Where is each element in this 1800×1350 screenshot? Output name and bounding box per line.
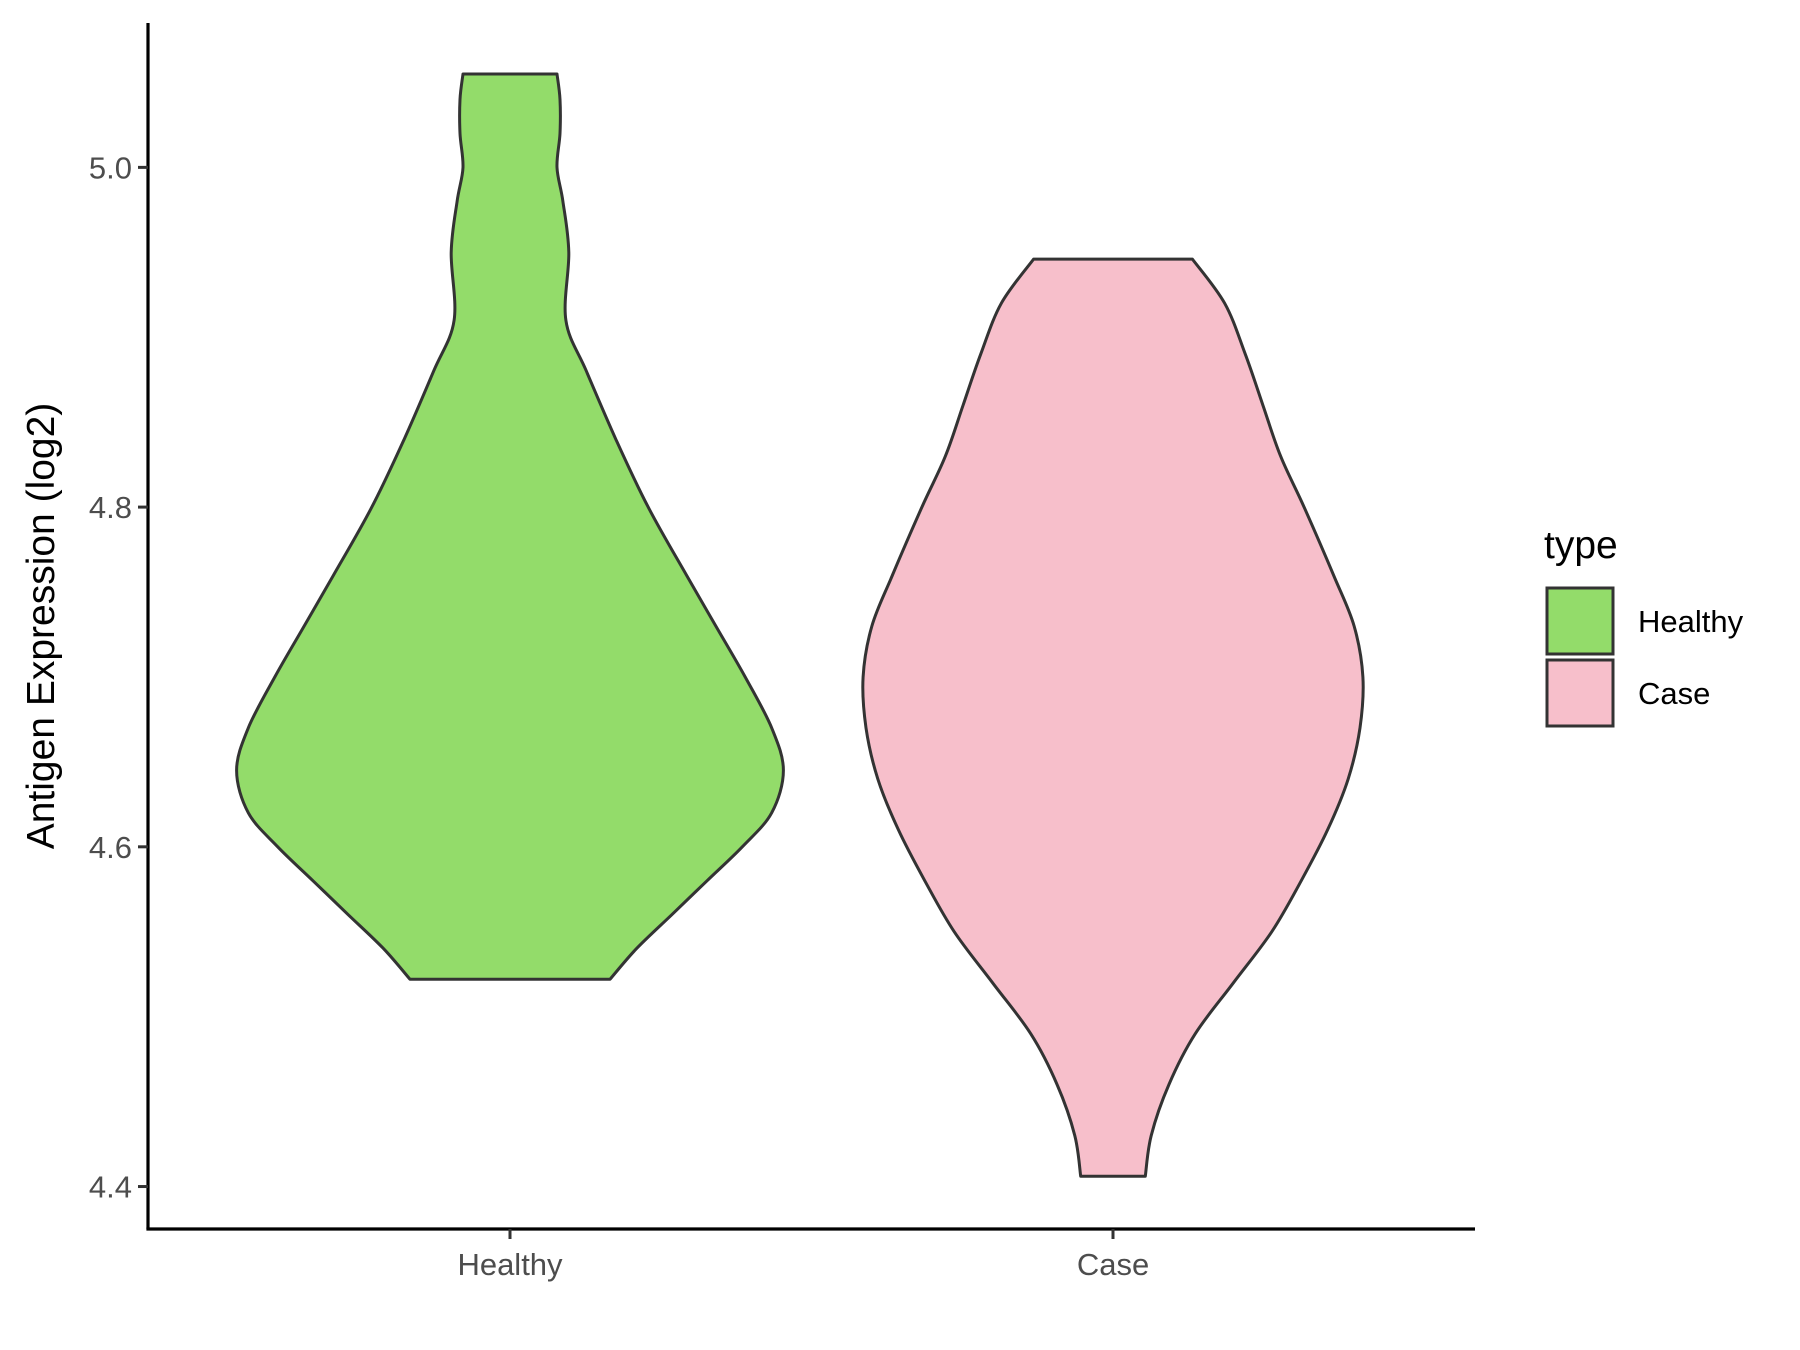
y-axis-ticks: 4.4 4.6 4.8 5.0: [89, 150, 148, 1205]
y-axis-title: Antigen Expression (log2): [20, 403, 63, 850]
violin-healthy: [235, 72, 785, 981]
legend-key-case: [1545, 658, 1615, 728]
violin-layer: [235, 72, 1365, 1178]
y-tick-label: 4.8: [89, 490, 132, 525]
legend-label: Healthy: [1638, 604, 1744, 639]
x-axis-ticks: Healthy Case: [457, 1229, 1149, 1282]
legend-title: type: [1544, 524, 1618, 567]
y-tick-label: 5.0: [89, 150, 132, 185]
violin-case: [861, 257, 1365, 1178]
x-tick-label: Healthy: [457, 1247, 563, 1282]
legend: type Healthy Case: [1544, 524, 1744, 728]
legend-key-healthy: [1545, 586, 1615, 656]
y-tick-label: 4.6: [89, 830, 132, 865]
y-tick-label: 4.4: [89, 1170, 132, 1205]
legend-label: Case: [1638, 676, 1710, 711]
x-tick-label: Case: [1077, 1247, 1149, 1282]
